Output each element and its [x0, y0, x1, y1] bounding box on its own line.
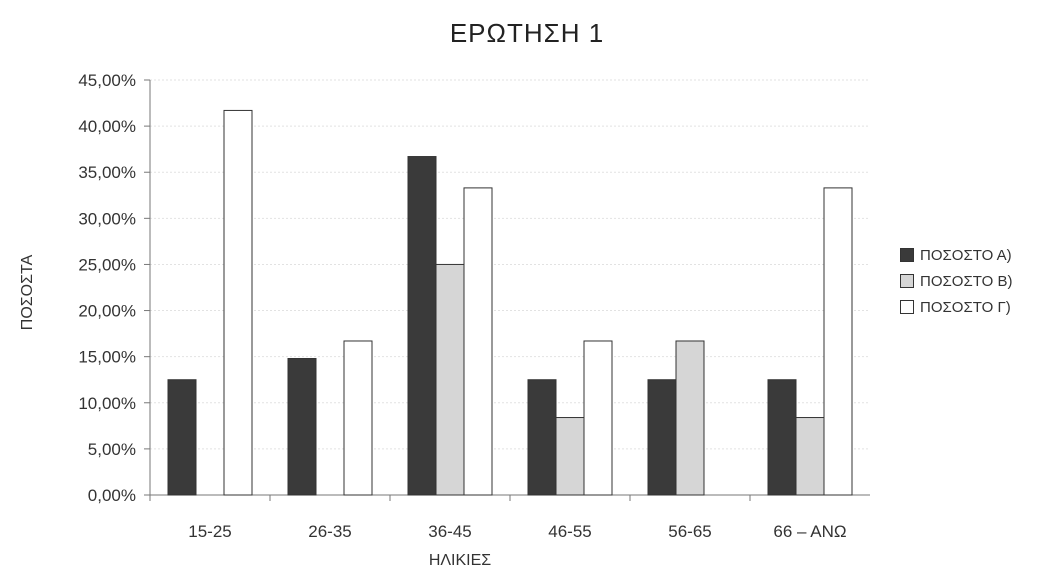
legend-swatch	[900, 300, 914, 314]
y-tick-label: 0,00%	[88, 486, 136, 505]
y-tick-label: 20,00%	[78, 302, 136, 321]
bar-1	[167, 379, 197, 496]
y-tick-label: 25,00%	[78, 255, 136, 274]
legend-item: ΠΟΣΟΣΤΟ Α)	[900, 242, 1012, 268]
x-tick-label: 56-65	[668, 522, 711, 541]
legend-label: ΠΟΣΟΣΤΟ Α)	[920, 246, 1012, 264]
bar-3	[343, 340, 373, 496]
x-tick-label: 46-55	[548, 522, 591, 541]
x-axis-title: ΗΛΙΚΙΕΣ	[429, 552, 491, 568]
y-tick-label: 15,00%	[78, 348, 136, 367]
bar-2	[555, 417, 585, 496]
y-tick-label: 35,00%	[78, 163, 136, 182]
y-tick-label: 5,00%	[88, 440, 136, 459]
bar-2	[795, 417, 825, 496]
chart-legend: ΠΟΣΟΣΤΟ Α) ΠΟΣΟΣΤΟ Β) ΠΟΣΟΣΤΟ Γ)	[900, 242, 1012, 320]
bar-3	[463, 187, 493, 496]
bar-1	[287, 358, 317, 496]
chart-title: ΕΡΩΤΗΣΗ 1	[449, 18, 605, 48]
legend-label: ΠΟΣΟΣΤΟ Β)	[920, 272, 1013, 290]
bar-3	[583, 340, 613, 496]
legend-item: ΠΟΣΟΣΤΟ Γ)	[900, 294, 1012, 320]
y-tick-label: 10,00%	[78, 394, 136, 413]
x-tick-label: 15-25	[188, 522, 231, 541]
x-tick-label: 26-35	[308, 522, 351, 541]
legend-swatch	[900, 274, 914, 288]
legend-item: ΠΟΣΟΣΤΟ Β)	[900, 268, 1012, 294]
x-tick-label: 36-45	[428, 522, 471, 541]
y-tick-label: 45,00%	[78, 71, 136, 90]
y-tick-label: 30,00%	[78, 209, 136, 228]
y-tick-label: 40,00%	[78, 117, 136, 136]
bar-1	[647, 379, 677, 496]
bar-3	[223, 109, 253, 496]
bar-1	[407, 156, 437, 496]
bar-2	[435, 263, 465, 496]
legend-swatch	[900, 248, 914, 262]
x-tick-label: 66 – ΑΝΩ	[773, 522, 846, 541]
bar-3	[823, 187, 853, 496]
legend-label: ΠΟΣΟΣΤΟ Γ)	[920, 298, 1011, 316]
y-axis-title: ΠΟΣΟΣΤΑ	[19, 254, 36, 330]
bar-1	[527, 379, 557, 496]
bar-1	[767, 379, 797, 496]
bar-2	[675, 340, 705, 496]
